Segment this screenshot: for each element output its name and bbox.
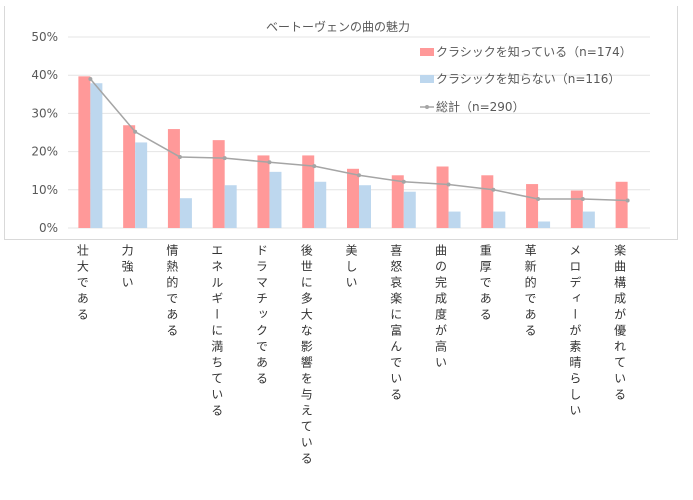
bar-known	[167, 129, 180, 228]
total-point	[401, 179, 406, 184]
x-tick-label: 重厚である	[478, 244, 493, 324]
chart-svg: 0% 10% 20% 30% 40% 50% ベートーヴェンの曲の魅力クラシックを知っている…	[31, 19, 650, 235]
x-tick-label: メロディーが素晴らしい	[567, 244, 582, 420]
legend-label-known: クラシックを知っている（n=174）	[436, 45, 632, 59]
bar-known	[615, 181, 628, 228]
x-tick-label: ドラマチックである	[254, 244, 269, 388]
bar-unknown	[359, 185, 371, 228]
bar-unknown	[314, 181, 327, 228]
chart-frame	[4, 6, 678, 240]
x-tick-label: 曲の完成度が高い	[433, 244, 448, 372]
x-tick-label: 喜怒哀楽に富んでいる	[388, 244, 403, 404]
x-tick-label: エネルギーに満ちている	[209, 244, 224, 420]
y-tick-label: 10%	[31, 183, 58, 197]
bar-known	[212, 140, 225, 228]
bar-known	[257, 155, 270, 228]
x-tick-label: 後世に多大な影響を与えている	[299, 244, 314, 468]
x-tick-label: 力強い	[120, 244, 135, 292]
legend-marker-total	[425, 105, 429, 109]
legend-swatch-unknown	[420, 75, 434, 83]
bar-unknown	[493, 211, 506, 228]
bar-unknown	[179, 198, 192, 228]
total-point	[88, 77, 93, 82]
total-point	[625, 198, 630, 203]
bar-known	[481, 175, 494, 228]
y-tick-label: 50%	[31, 30, 58, 44]
bar-known	[391, 175, 404, 228]
bar-known	[347, 168, 359, 228]
total-point	[536, 196, 541, 201]
legend-label-unknown: クラシックを知らない（n=116）	[436, 72, 620, 86]
bar-known	[526, 184, 539, 228]
bar-unknown	[269, 171, 282, 228]
x-tick-label: 壮大である	[75, 244, 90, 324]
bar-known	[123, 125, 136, 228]
x-tick-label: 情熱的である	[164, 244, 179, 340]
total-point	[312, 164, 317, 169]
total-point	[177, 154, 182, 159]
total-point	[357, 173, 361, 178]
x-tick-label: 楽曲構成が優れている	[612, 244, 627, 404]
total-point	[491, 187, 496, 192]
y-tick-label: 20%	[31, 145, 58, 159]
legend-label-total: 総計（n=290）	[436, 99, 525, 114]
total-point	[580, 196, 585, 201]
bar-unknown	[538, 221, 551, 228]
bar-unknown	[224, 185, 237, 228]
total-point	[222, 156, 227, 161]
chart-title: ベートーヴェンの曲の魅力	[266, 19, 410, 34]
y-tick-label: 40%	[31, 68, 58, 82]
y-tick-label: 30%	[31, 106, 58, 120]
bar-known	[78, 76, 91, 228]
x-tick-label: 革新的である	[523, 244, 538, 340]
bar-known	[570, 190, 583, 228]
bar-known	[302, 155, 315, 228]
bar-unknown	[582, 211, 595, 228]
total-point	[133, 129, 138, 134]
bar-unknown	[135, 142, 148, 228]
total-point	[267, 160, 272, 165]
total-point	[446, 182, 451, 187]
bar-known	[436, 166, 449, 228]
bar-unknown	[448, 211, 461, 228]
legend-swatch-known	[420, 48, 434, 56]
bar-unknown	[90, 83, 103, 228]
y-tick-label: 0%	[39, 221, 58, 235]
bar-unknown	[403, 191, 416, 228]
x-tick-label: 美しい	[344, 244, 358, 292]
